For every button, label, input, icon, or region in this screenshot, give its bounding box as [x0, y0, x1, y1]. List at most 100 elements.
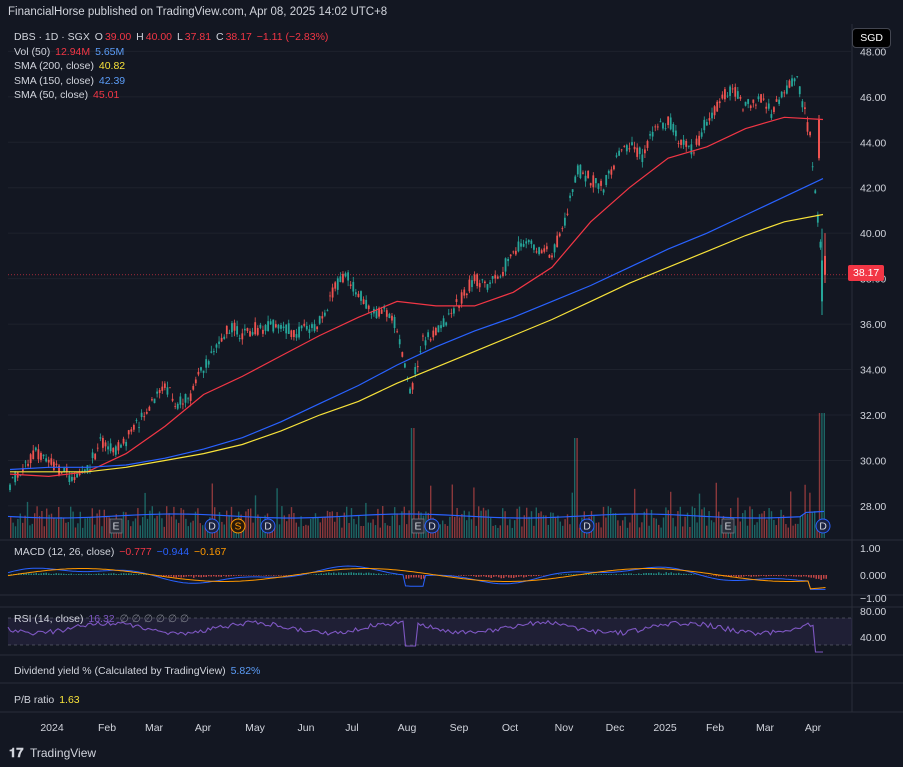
volume-ma-line — [7, 510, 825, 519]
x-tick-label-14: Mar — [756, 722, 775, 734]
candle-body — [194, 379, 197, 384]
volume-bar — [72, 511, 74, 538]
volume-bar — [506, 525, 509, 538]
pb-label[interactable]: P/B ratio — [14, 694, 55, 706]
candle-body — [669, 117, 672, 130]
volume-bar — [360, 525, 362, 538]
volume-bar — [545, 515, 547, 538]
macd-histogram-bar — [645, 572, 647, 575]
dividend-marker-icon — [579, 518, 595, 534]
macd-histogram-bar — [120, 573, 122, 575]
macd-histogram-bar — [780, 575, 782, 576]
macd-histogram-bar — [80, 573, 82, 575]
volume-bar — [250, 508, 252, 538]
candle-body — [47, 459, 50, 463]
macd-histogram-bar — [495, 575, 497, 577]
candle-body — [556, 235, 559, 248]
macd-histogram-bar — [713, 575, 715, 576]
volume-bar — [751, 509, 753, 538]
candle-body — [120, 444, 122, 448]
candle-body — [218, 341, 220, 345]
volume-bar — [684, 516, 686, 538]
macd-label[interactable]: MACD (12, 26, close) — [14, 546, 115, 558]
macd-histogram-bar — [328, 572, 330, 575]
volume-bar — [672, 517, 674, 538]
candle-body — [171, 398, 174, 401]
volume-bar — [806, 513, 809, 538]
volume-bar — [794, 523, 797, 538]
volume-bar — [305, 524, 307, 538]
macd-histogram-bar — [213, 575, 215, 577]
candle-body — [687, 145, 690, 147]
low-value: 37.81 — [184, 31, 212, 43]
volume-bar — [744, 510, 746, 538]
macd-histogram-bar — [50, 573, 52, 575]
candle-body — [132, 424, 135, 430]
volume-bar — [175, 519, 177, 538]
macd-histogram-bar — [378, 573, 380, 575]
candle-body — [163, 383, 166, 388]
candle-body — [773, 107, 775, 113]
vol-label[interactable]: Vol (50) — [14, 45, 51, 58]
volume-bar — [65, 522, 67, 538]
candle-body — [189, 393, 192, 401]
candle-body — [651, 131, 654, 137]
y-tick-label-7: 42.00 — [860, 183, 886, 195]
macd-histogram-bar — [48, 573, 50, 575]
volume-bar — [334, 521, 336, 538]
volume-bar — [523, 515, 525, 538]
macd-histogram-bar — [618, 574, 620, 575]
volume-bar — [718, 511, 720, 538]
candle-body — [40, 452, 42, 460]
candle-body — [747, 99, 750, 104]
sma150-line — [9, 178, 824, 471]
candle-body — [628, 148, 631, 150]
candle-body — [269, 321, 272, 325]
sma200-label[interactable]: SMA (200, close) — [14, 60, 94, 72]
candle-body — [352, 282, 355, 292]
rsi-value: 16.32 — [88, 613, 115, 625]
macd-histogram-bar — [463, 575, 465, 576]
candle-body — [202, 370, 205, 373]
volume-bar — [185, 518, 187, 538]
macd-histogram-bar — [660, 573, 662, 575]
volume-bar — [98, 509, 101, 538]
sma150-label[interactable]: SMA (150, close) — [14, 74, 94, 87]
footer-brand[interactable]: TradingView — [30, 746, 97, 760]
candle-body — [78, 473, 81, 476]
macd-histogram-bar — [640, 574, 642, 575]
macd-histogram-bar — [25, 573, 27, 575]
volume-bar — [341, 527, 343, 538]
rsi-label[interactable]: RSI (14, close) — [14, 613, 84, 625]
candle-body — [489, 282, 491, 284]
candle-body — [138, 427, 140, 428]
dividend-label[interactable]: Dividend yield % (Calculated by TradingV… — [14, 665, 226, 677]
macd-histogram-bar — [333, 572, 335, 575]
volume-bar — [701, 509, 703, 538]
macd-histogram-bar — [610, 574, 612, 575]
volume-bar — [132, 521, 134, 538]
volume-bar — [487, 509, 489, 538]
y-tick-label-9: 46.00 — [860, 92, 886, 104]
candle-body — [127, 430, 130, 435]
candle-body — [538, 247, 540, 255]
volume-bar — [638, 527, 641, 538]
close-label: C — [216, 31, 224, 43]
candle-body — [494, 275, 497, 279]
rsi-tick-1: 40.00 — [860, 632, 886, 644]
symbol-label[interactable]: DBS · 1D · SGX — [14, 31, 90, 43]
sma50-label[interactable]: SMA (50, close) — [14, 89, 89, 101]
signal-line — [7, 568, 826, 590]
rsi-legend: RSI (14, close) 16.32 ∅ ∅ ∅ ∅ ∅ ∅ — [14, 612, 191, 627]
volume-bar — [682, 526, 684, 538]
macd-histogram-bar — [168, 575, 170, 577]
candle-body — [476, 274, 479, 287]
volume-bar — [814, 511, 816, 538]
open-value: 39.00 — [104, 31, 132, 43]
candle-body — [401, 352, 404, 357]
currency-badge[interactable]: SGD — [852, 28, 891, 48]
candle-body — [821, 260, 823, 302]
volume-bar — [761, 513, 763, 538]
volume-bar — [550, 512, 552, 538]
